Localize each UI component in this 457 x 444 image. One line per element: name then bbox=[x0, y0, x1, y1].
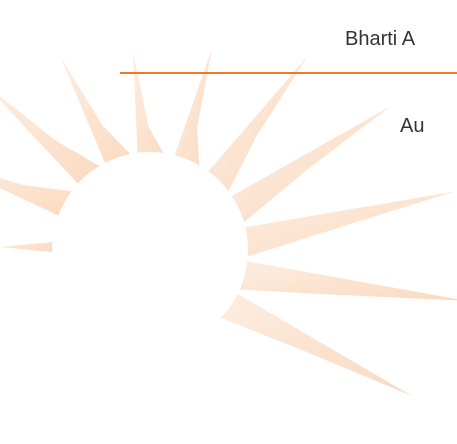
sun-ray bbox=[224, 106, 391, 228]
sun-ray bbox=[231, 259, 457, 301]
sun-ray bbox=[0, 178, 81, 219]
subtitle: Au bbox=[400, 115, 424, 137]
sun-ray bbox=[172, 49, 212, 176]
sun-ray bbox=[59, 54, 138, 171]
sun-ray bbox=[237, 191, 455, 260]
sun-logo bbox=[0, 49, 457, 397]
sun-ray bbox=[133, 50, 169, 162]
sun-center bbox=[52, 152, 248, 348]
sun-ray bbox=[203, 56, 308, 200]
title: Bharti A bbox=[345, 28, 416, 50]
divider bbox=[120, 72, 457, 74]
sun-ray bbox=[212, 289, 413, 397]
sun-ray bbox=[0, 222, 65, 253]
sun-ray bbox=[0, 96, 108, 190]
